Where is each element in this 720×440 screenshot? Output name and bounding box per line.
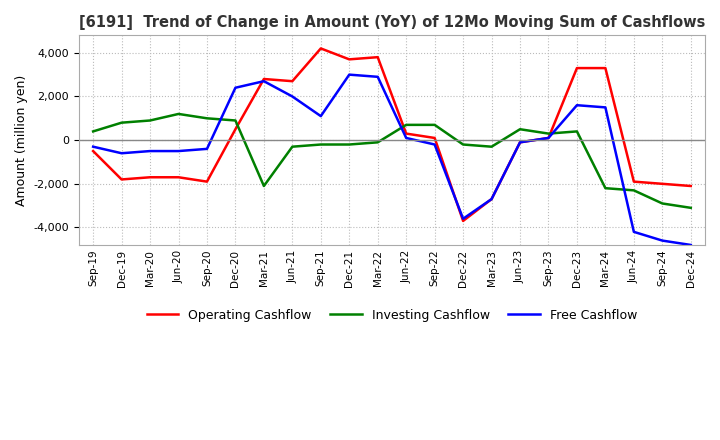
Free Cashflow [145,148,154,154]
Free Cashflow [516,139,524,145]
Free Cashflow [572,103,581,108]
Operating Cashflow [686,183,695,189]
Free Cashflow [317,114,325,119]
Operating Cashflow [516,139,524,145]
Operating Cashflow [459,218,467,224]
Investing Cashflow [516,127,524,132]
Free Cashflow [260,79,269,84]
Investing Cashflow [345,142,354,147]
Investing Cashflow [202,116,211,121]
Free Cashflow [345,72,354,77]
Free Cashflow [117,150,126,156]
Title: [6191]  Trend of Change in Amount (YoY) of 12Mo Moving Sum of Cashflows: [6191] Trend of Change in Amount (YoY) o… [78,15,705,30]
Operating Cashflow [629,179,638,184]
Investing Cashflow [629,188,638,193]
Investing Cashflow [686,205,695,210]
Investing Cashflow [317,142,325,147]
Operating Cashflow [89,148,97,154]
Line: Investing Cashflow: Investing Cashflow [93,114,690,208]
Y-axis label: Amount (million yen): Amount (million yen) [15,74,28,206]
Operating Cashflow [572,66,581,71]
Investing Cashflow [658,201,667,206]
Free Cashflow [402,136,410,141]
Free Cashflow [601,105,610,110]
Free Cashflow [89,144,97,149]
Operating Cashflow [260,77,269,82]
Investing Cashflow [374,139,382,145]
Operating Cashflow [174,175,183,180]
Investing Cashflow [117,120,126,125]
Line: Operating Cashflow: Operating Cashflow [93,48,690,221]
Investing Cashflow [431,122,439,128]
Investing Cashflow [174,111,183,117]
Legend: Operating Cashflow, Investing Cashflow, Free Cashflow: Operating Cashflow, Investing Cashflow, … [142,304,642,327]
Investing Cashflow [487,144,496,149]
Operating Cashflow [487,196,496,202]
Operating Cashflow [288,79,297,84]
Free Cashflow [288,94,297,99]
Investing Cashflow [601,186,610,191]
Operating Cashflow [202,179,211,184]
Operating Cashflow [431,136,439,141]
Free Cashflow [658,238,667,243]
Free Cashflow [431,142,439,147]
Free Cashflow [174,148,183,154]
Investing Cashflow [544,131,553,136]
Operating Cashflow [374,55,382,60]
Free Cashflow [487,196,496,202]
Free Cashflow [544,136,553,141]
Operating Cashflow [231,127,240,132]
Line: Free Cashflow: Free Cashflow [93,75,690,245]
Operating Cashflow [544,136,553,141]
Operating Cashflow [601,66,610,71]
Operating Cashflow [317,46,325,51]
Free Cashflow [629,229,638,235]
Investing Cashflow [89,129,97,134]
Operating Cashflow [145,175,154,180]
Investing Cashflow [145,118,154,123]
Free Cashflow [202,146,211,151]
Investing Cashflow [288,144,297,149]
Free Cashflow [686,242,695,248]
Operating Cashflow [345,57,354,62]
Investing Cashflow [402,122,410,128]
Free Cashflow [374,74,382,80]
Investing Cashflow [260,183,269,189]
Investing Cashflow [231,118,240,123]
Operating Cashflow [117,177,126,182]
Investing Cashflow [459,142,467,147]
Free Cashflow [231,85,240,90]
Operating Cashflow [402,131,410,136]
Operating Cashflow [658,181,667,187]
Investing Cashflow [572,129,581,134]
Free Cashflow [459,216,467,221]
